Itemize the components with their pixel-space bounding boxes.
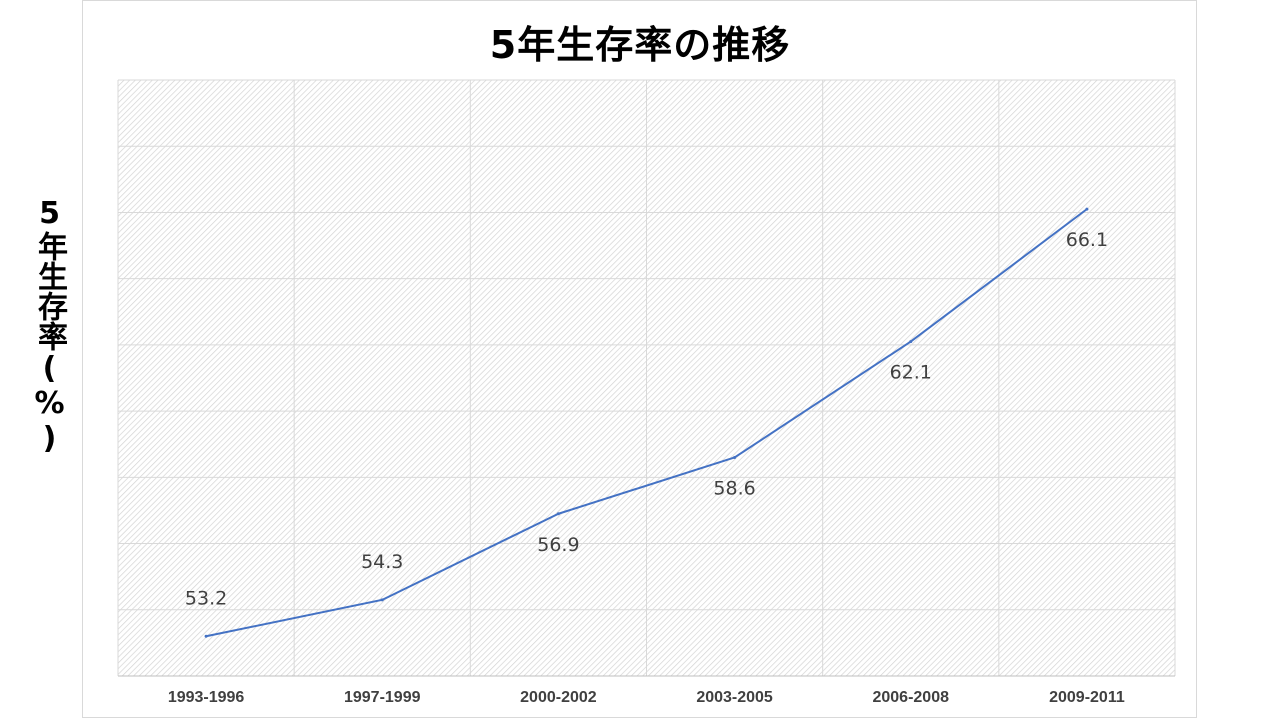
data-point [204,634,208,638]
x-tick-label: 2006-2008 [872,689,949,706]
data-label: 56.9 [537,534,579,556]
data-label: 53.2 [185,587,227,609]
x-tick-label: 1993-1996 [168,689,245,706]
data-labels: 53.2 54.3 56.9 58.6 62.1 66.1 [185,229,1108,609]
data-label: 66.1 [1066,229,1108,251]
x-tick-label: 2003-2005 [696,689,773,706]
chart-title: 5年生存率の推移 [489,23,791,67]
data-label: 58.6 [713,477,755,499]
x-tick-label: 2009-2011 [1049,689,1125,706]
x-tick-label: 2000-2002 [520,689,597,706]
series [204,207,1089,638]
x-tick-label: 1997-1999 [344,689,421,706]
data-point [556,512,560,516]
data-point [733,455,737,459]
data-label: 62.1 [890,362,932,384]
data-point [380,598,384,602]
data-label: 54.3 [361,551,403,573]
y-axis-label: 5年生存率(%) [32,196,67,456]
data-point [909,340,913,344]
data-point [1085,207,1089,211]
x-axis: 1993-1996 1997-1999 2000-2002 2003-2005 2006… [118,675,1175,706]
series-line [205,208,1088,638]
